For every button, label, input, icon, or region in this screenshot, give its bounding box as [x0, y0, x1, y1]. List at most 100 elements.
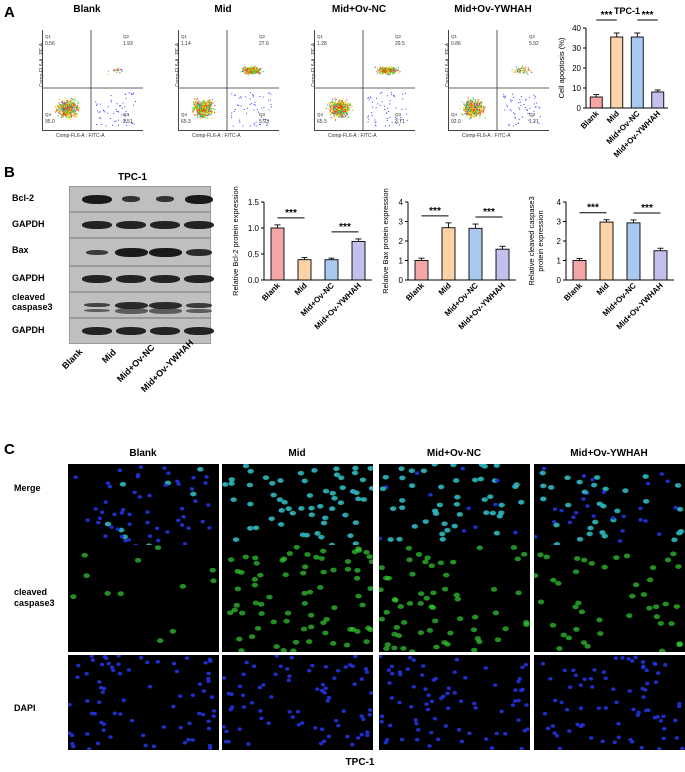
y-tick-label: 3: [557, 218, 562, 227]
if-column-title: Mid+Ov-YWHAH: [570, 448, 648, 459]
bar: [270, 227, 285, 281]
blot-band: [183, 327, 215, 335]
flow-plot: Q1 0.56 Q2 1.93 Q3 2.51 Q4 95.0: [42, 30, 143, 131]
y-tick-label: 0: [557, 276, 562, 285]
y-tick-label: 30: [572, 44, 581, 53]
blot-band: [114, 301, 148, 309]
y-axis-label: Relative Bax protein expression: [381, 188, 390, 293]
quadrant-label: Q2: [529, 34, 536, 39]
quadrant-value: 1.21: [529, 119, 539, 125]
flow-x-axis-label: Comp-FL6-A : FITC-A: [328, 133, 377, 139]
blot-band: [86, 249, 108, 255]
quadrant-label: Q2: [259, 34, 266, 39]
if-row-label: Merge: [14, 483, 41, 493]
bar: [651, 91, 665, 109]
flow-x-axis-label: Comp-FL6-A : FITC-A: [56, 133, 105, 139]
y-tick-label: 0: [577, 104, 582, 113]
significance-stars: ***: [642, 10, 654, 21]
quadrant-value: 1.28: [317, 41, 327, 47]
y-tick-label: 1: [399, 257, 404, 266]
if-image: [68, 655, 219, 750]
blot-strip: [69, 318, 215, 344]
bar: [572, 260, 587, 281]
flow-y-axis-label: Comp-FL6-A : PE-A: [311, 42, 318, 88]
blot-band: [81, 275, 113, 283]
blot-band: [185, 248, 213, 256]
bar: [610, 36, 624, 109]
blot-band: [149, 327, 181, 335]
y-tick-label: 2: [557, 237, 562, 246]
quadrant-value: 92.0: [451, 119, 461, 125]
chart-title: TPC-1: [614, 6, 640, 16]
lane-label: Mid: [100, 346, 119, 365]
if-row-label: DAPI: [14, 703, 36, 713]
quadrant-label: Q3: [259, 112, 266, 117]
if-cells: [379, 545, 530, 652]
if-cells: [70, 545, 217, 644]
lane-label: Blank: [59, 346, 85, 372]
if-footer-label: TPC-1: [345, 757, 375, 768]
bar: [599, 221, 614, 281]
flow-events: [191, 66, 272, 127]
quadrant-value: 1.14: [181, 41, 191, 47]
blot-label: GAPDH: [12, 273, 45, 283]
blot-band: [183, 221, 215, 229]
category-label: Mid: [595, 281, 611, 297]
quadrant-value: 65.3: [181, 119, 191, 125]
y-tick-label: 0.5: [248, 250, 260, 259]
bar: [324, 259, 339, 281]
blot-label: Bax: [12, 245, 29, 255]
category-label: Mid+Ov-YWHAH: [457, 281, 507, 331]
flow-y-axis-label: Comp-FL6-A : PE-A: [175, 42, 182, 88]
quadrant-value: 27.6: [259, 41, 269, 47]
y-axis-label: Relative cleaved caspase3protein express…: [528, 196, 545, 285]
y-tick-label: 0.0: [248, 276, 260, 285]
category-label: Mid: [293, 281, 309, 297]
bar: [441, 227, 456, 281]
quadrant-label: Q3: [123, 112, 130, 117]
quadrant-label: Q4: [317, 112, 324, 117]
blot-band: [115, 275, 147, 283]
quadrant-value: 65.5: [317, 119, 327, 125]
significance-stars: ***: [339, 222, 351, 233]
blot-strip: [69, 238, 213, 266]
blot-label: GAPDH: [12, 325, 45, 335]
flow-events: [54, 67, 136, 127]
quadrant-label: Q1: [45, 34, 52, 39]
y-tick-label: 4: [399, 198, 404, 207]
if-image: [68, 545, 219, 652]
significance-stars: ***: [483, 207, 495, 218]
blot-band: [83, 309, 111, 312]
category-label: Blank: [562, 281, 584, 303]
blot-band: [184, 194, 214, 204]
bar: [589, 96, 603, 109]
if-column-title: Mid: [288, 448, 306, 459]
if-cells: [379, 655, 530, 750]
y-tick-label: 0: [399, 276, 404, 285]
blot-band: [185, 302, 213, 308]
significance-stars: ***: [285, 208, 297, 219]
bar: [653, 250, 668, 281]
quadrant-value: 2.51: [123, 119, 133, 125]
western-blot-title: TPC-1: [118, 172, 147, 183]
category-label: Mid: [605, 109, 621, 125]
quadrant-label: Q1: [451, 34, 458, 39]
if-row-label: cleaved caspase3: [14, 587, 55, 608]
quadrant-label: Q3: [529, 112, 536, 117]
y-tick-label: 2: [399, 237, 404, 246]
quadrant-label: Q4: [45, 112, 52, 117]
quadrant-value: 29.5: [395, 41, 405, 47]
y-tick-label: 1.0: [248, 224, 260, 233]
flow-scatter: Q1 1.14 Q2 27.6 Q3 5.93 Q4 65.3: [179, 30, 279, 130]
significance-stars: ***: [429, 206, 441, 217]
if-cells: [68, 655, 217, 750]
flow-plot-title: Mid+Ov-NC: [331, 4, 387, 15]
blot-band: [183, 275, 215, 283]
y-tick-label: 20: [572, 64, 581, 73]
blot-label: GAPDH: [12, 219, 45, 229]
bar: [468, 227, 483, 281]
blot-band: [148, 247, 182, 257]
blot-band: [149, 221, 181, 229]
category-label: Blank: [579, 109, 601, 131]
panel-letter-c: C: [4, 441, 15, 458]
